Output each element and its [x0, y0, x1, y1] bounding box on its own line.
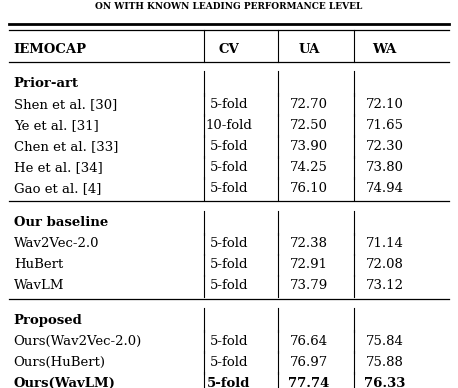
Text: 75.88: 75.88 [366, 356, 403, 369]
Text: Wav2Vec-2.0: Wav2Vec-2.0 [14, 237, 99, 250]
Text: 72.70: 72.70 [290, 98, 328, 111]
Text: 5-fold: 5-fold [207, 377, 251, 388]
Text: 72.10: 72.10 [366, 98, 403, 111]
Text: 5-fold: 5-fold [210, 335, 248, 348]
Text: Our baseline: Our baseline [14, 217, 108, 229]
Text: Chen et al. [33]: Chen et al. [33] [14, 140, 118, 153]
Text: 5-fold: 5-fold [210, 140, 248, 153]
Text: 76.64: 76.64 [290, 335, 328, 348]
Text: 76.33: 76.33 [364, 377, 405, 388]
Text: 72.30: 72.30 [366, 140, 403, 153]
Text: 73.12: 73.12 [366, 279, 403, 293]
Text: 5-fold: 5-fold [210, 182, 248, 195]
Text: Prior-art: Prior-art [14, 77, 79, 90]
Text: 72.08: 72.08 [366, 258, 403, 271]
Text: Ours(HuBert): Ours(HuBert) [14, 356, 106, 369]
Text: 76.97: 76.97 [290, 356, 328, 369]
Text: 5-fold: 5-fold [210, 279, 248, 293]
Text: 75.84: 75.84 [366, 335, 403, 348]
Text: 5-fold: 5-fold [210, 161, 248, 174]
Text: HuBert: HuBert [14, 258, 63, 271]
Text: 76.10: 76.10 [290, 182, 328, 195]
Text: 71.65: 71.65 [366, 119, 403, 132]
Text: 71.14: 71.14 [366, 237, 403, 250]
Text: 5-fold: 5-fold [210, 98, 248, 111]
Text: 73.90: 73.90 [290, 140, 328, 153]
Text: 5-fold: 5-fold [210, 237, 248, 250]
Text: 5-fold: 5-fold [210, 356, 248, 369]
Text: Ye et al. [31]: Ye et al. [31] [14, 119, 98, 132]
Text: CV: CV [218, 43, 240, 56]
Text: Proposed: Proposed [14, 314, 82, 327]
Text: UA: UA [299, 43, 320, 56]
Text: ON WITH KNOWN LEADING PERFORMANCE LEVEL: ON WITH KNOWN LEADING PERFORMANCE LEVEL [95, 2, 363, 11]
Text: 74.94: 74.94 [366, 182, 403, 195]
Text: IEMOCAP: IEMOCAP [14, 43, 87, 56]
Text: WA: WA [373, 43, 397, 56]
Text: 74.25: 74.25 [290, 161, 328, 174]
Text: 72.38: 72.38 [290, 237, 328, 250]
Text: Gao et al. [4]: Gao et al. [4] [14, 182, 101, 195]
Text: Shen et al. [30]: Shen et al. [30] [14, 98, 117, 111]
Text: He et al. [34]: He et al. [34] [14, 161, 103, 174]
Text: 73.79: 73.79 [290, 279, 328, 293]
Text: Ours(Wav2Vec-2.0): Ours(Wav2Vec-2.0) [14, 335, 142, 348]
Text: Ours(WavLM): Ours(WavLM) [14, 377, 115, 388]
Text: 5-fold: 5-fold [210, 258, 248, 271]
Text: 72.91: 72.91 [290, 258, 328, 271]
Text: 72.50: 72.50 [290, 119, 328, 132]
Text: 77.74: 77.74 [289, 377, 330, 388]
Text: WavLM: WavLM [14, 279, 64, 293]
Text: 10-fold: 10-fold [206, 119, 252, 132]
Text: 73.80: 73.80 [366, 161, 403, 174]
